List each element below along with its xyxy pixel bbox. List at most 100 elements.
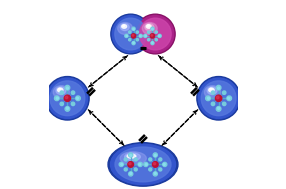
Circle shape: [158, 34, 161, 37]
Circle shape: [138, 162, 142, 167]
Circle shape: [130, 155, 132, 156]
Ellipse shape: [210, 88, 212, 90]
Circle shape: [71, 102, 75, 106]
Circle shape: [211, 91, 215, 94]
Ellipse shape: [204, 86, 221, 99]
Circle shape: [223, 91, 226, 94]
Circle shape: [145, 163, 147, 165]
Ellipse shape: [209, 88, 214, 92]
Ellipse shape: [59, 88, 61, 90]
Ellipse shape: [145, 24, 154, 31]
Circle shape: [153, 163, 156, 165]
Circle shape: [216, 85, 221, 90]
Circle shape: [129, 172, 133, 176]
Ellipse shape: [108, 143, 178, 186]
Ellipse shape: [139, 18, 171, 50]
Circle shape: [60, 102, 63, 106]
Circle shape: [152, 162, 158, 167]
Circle shape: [153, 172, 157, 176]
Circle shape: [218, 107, 220, 109]
Circle shape: [64, 95, 71, 101]
Circle shape: [60, 91, 63, 94]
Circle shape: [71, 91, 75, 94]
Circle shape: [134, 168, 137, 171]
Circle shape: [155, 39, 157, 41]
Circle shape: [65, 96, 68, 99]
Ellipse shape: [142, 22, 157, 34]
Circle shape: [207, 97, 210, 99]
Ellipse shape: [207, 87, 217, 94]
Ellipse shape: [147, 25, 149, 26]
Circle shape: [66, 87, 68, 89]
Circle shape: [149, 168, 152, 171]
Ellipse shape: [122, 25, 127, 28]
Circle shape: [163, 163, 165, 165]
Circle shape: [144, 34, 147, 37]
Circle shape: [133, 28, 134, 30]
Circle shape: [149, 158, 152, 161]
Ellipse shape: [197, 77, 240, 120]
Circle shape: [152, 42, 153, 43]
Circle shape: [150, 34, 155, 38]
Circle shape: [128, 162, 134, 167]
Ellipse shape: [115, 18, 147, 50]
Ellipse shape: [111, 14, 150, 54]
Circle shape: [129, 31, 131, 33]
Circle shape: [129, 163, 131, 165]
Ellipse shape: [198, 78, 239, 119]
Circle shape: [158, 35, 160, 37]
Ellipse shape: [129, 155, 132, 156]
Circle shape: [153, 153, 157, 157]
Ellipse shape: [120, 24, 129, 31]
Ellipse shape: [47, 78, 88, 119]
Circle shape: [130, 172, 132, 174]
Circle shape: [217, 96, 219, 99]
Ellipse shape: [50, 81, 85, 116]
Ellipse shape: [137, 15, 174, 53]
Circle shape: [131, 34, 136, 38]
Circle shape: [154, 155, 156, 156]
Ellipse shape: [136, 14, 175, 54]
Ellipse shape: [46, 77, 89, 120]
Circle shape: [159, 158, 162, 161]
Circle shape: [76, 97, 79, 99]
Circle shape: [119, 162, 123, 167]
Circle shape: [134, 158, 137, 161]
Ellipse shape: [118, 22, 133, 34]
Circle shape: [55, 96, 59, 101]
Circle shape: [124, 168, 127, 171]
Circle shape: [218, 87, 220, 89]
Circle shape: [124, 158, 127, 161]
Circle shape: [211, 102, 215, 106]
Circle shape: [151, 27, 154, 30]
Circle shape: [121, 163, 123, 165]
Circle shape: [126, 35, 128, 37]
Circle shape: [159, 168, 162, 171]
Ellipse shape: [115, 147, 171, 182]
Circle shape: [76, 96, 80, 101]
Circle shape: [144, 162, 148, 167]
Circle shape: [136, 39, 138, 41]
Circle shape: [223, 102, 226, 106]
Ellipse shape: [125, 153, 140, 161]
Circle shape: [148, 39, 150, 41]
Circle shape: [163, 162, 167, 167]
Ellipse shape: [57, 88, 63, 92]
Circle shape: [139, 34, 142, 37]
Ellipse shape: [56, 87, 66, 94]
Circle shape: [228, 97, 230, 99]
Circle shape: [65, 85, 70, 90]
Circle shape: [132, 34, 134, 36]
Circle shape: [206, 96, 210, 101]
Circle shape: [129, 39, 131, 41]
Ellipse shape: [110, 144, 176, 185]
Circle shape: [139, 163, 141, 165]
Circle shape: [227, 96, 231, 101]
Ellipse shape: [53, 86, 69, 99]
Circle shape: [148, 31, 150, 33]
Circle shape: [215, 95, 222, 101]
Circle shape: [155, 31, 157, 33]
Circle shape: [140, 35, 141, 37]
Ellipse shape: [146, 25, 151, 28]
Circle shape: [132, 42, 135, 45]
